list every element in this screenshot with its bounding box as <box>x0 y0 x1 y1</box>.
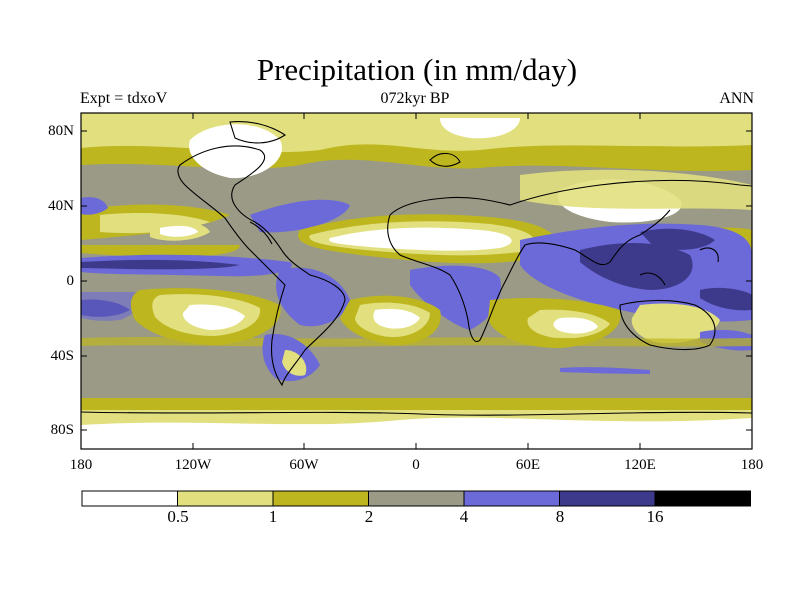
lon-label-180w: 180 <box>69 457 93 473</box>
colorbar-swatch <box>368 490 465 507</box>
lon-label-60e: 60E <box>515 457 541 473</box>
colorbar-label: 0.5 <box>167 507 189 526</box>
colorbar-swatch <box>272 490 369 507</box>
colorbar-label: 16 <box>646 507 664 526</box>
axis-ticks <box>81 113 752 449</box>
colorbar-label: 4 <box>459 507 469 526</box>
lat-label-40s: 40S <box>50 348 74 364</box>
colorbar-label: 2 <box>364 507 374 526</box>
period-label: 072kyr BP <box>380 90 450 107</box>
lon-label-120e: 120E <box>624 457 656 473</box>
colorbar-swatch <box>177 490 274 507</box>
colorbar-swatch <box>463 490 560 507</box>
lat-label-80s: 80S <box>50 422 74 438</box>
colorbar <box>81 490 751 507</box>
colorbar-swatch <box>559 490 656 507</box>
lat-label-0: 0 <box>66 273 75 289</box>
lon-label-120w: 120W <box>174 457 212 473</box>
plot-title: Precipitation (in mm/day) <box>256 52 578 87</box>
colorbar-swatch <box>81 490 178 507</box>
precipitation-field <box>81 113 752 449</box>
lon-label-60w: 60W <box>289 457 319 473</box>
colorbar-swatch <box>654 490 751 507</box>
colorbar-label: 1 <box>268 507 278 526</box>
experiment-label: Expt = tdxoV <box>80 90 168 107</box>
lat-label-40n: 40N <box>48 198 74 214</box>
lon-label-180e: 180 <box>740 457 764 473</box>
coastlines <box>81 121 752 416</box>
lat-label-80n: 80N <box>48 123 74 139</box>
lon-label-0: 0 <box>412 457 420 473</box>
colorbar-label: 8 <box>555 507 565 526</box>
season-label: ANN <box>719 90 754 107</box>
